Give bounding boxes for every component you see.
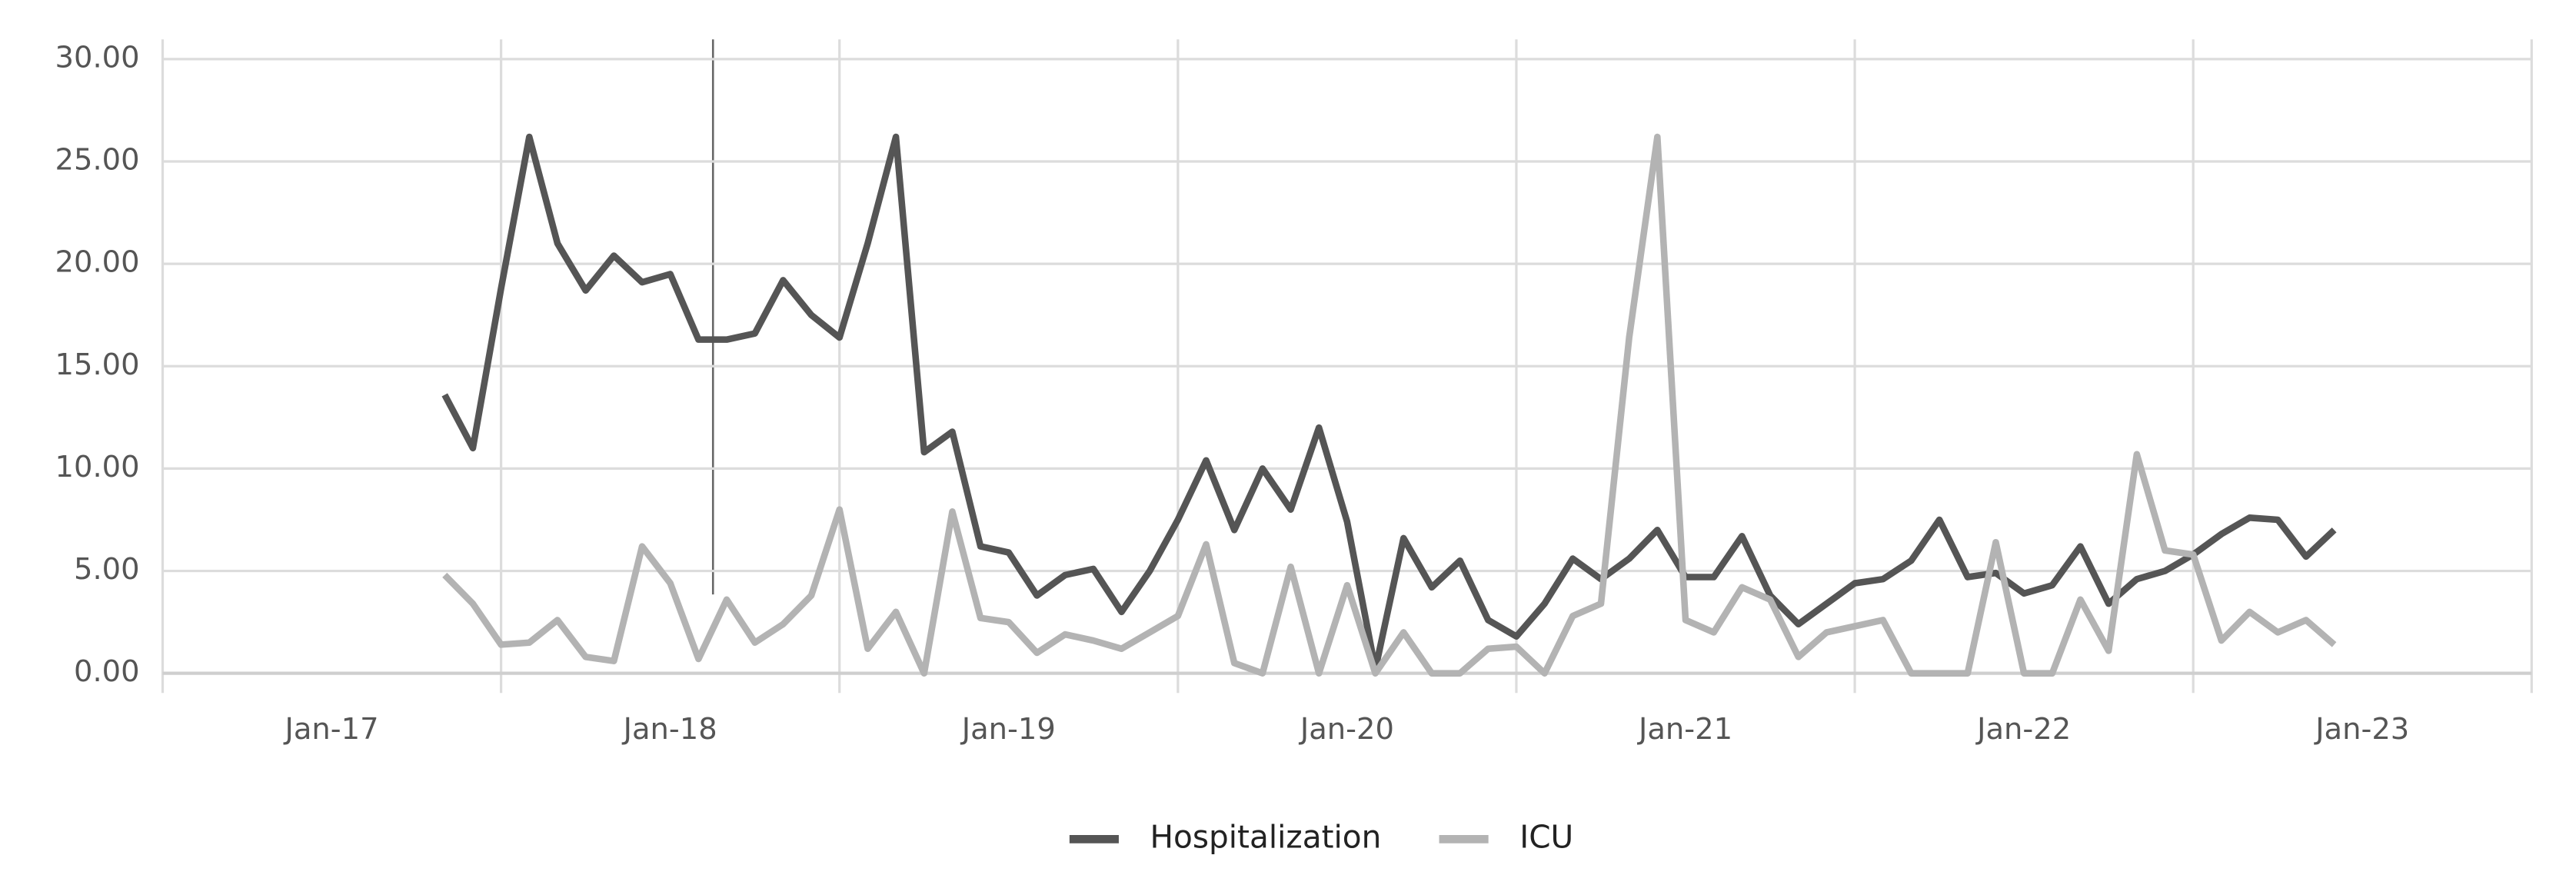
y-tick-label: 20.00	[55, 245, 140, 280]
y-tick-label: 15.00	[55, 348, 140, 382]
y-tick-label: 0.00	[74, 654, 140, 689]
y-tick-label: 10.00	[55, 450, 140, 484]
x-tick-label: Jan-23	[2314, 712, 2409, 747]
line-series	[441, 133, 2337, 673]
x-tick-label: Jan-17	[284, 712, 379, 747]
x-tick-label: Jan-18	[622, 712, 717, 747]
legend-label: Hospitalization	[1150, 818, 1382, 855]
line-series	[442, 133, 2337, 677]
x-tick-label: Jan-20	[1299, 712, 1394, 747]
x-tick-label: Jan-21	[1637, 712, 1732, 747]
y-tick-label: 25.00	[55, 143, 140, 178]
y-tick-label: 5.00	[74, 552, 140, 587]
x-tick-label: Jan-19	[960, 712, 1056, 747]
y-tick-label: 30.00	[55, 40, 140, 75]
x-tick-label: Jan-22	[1975, 712, 2071, 747]
legend-label: ICU	[1519, 818, 1573, 855]
